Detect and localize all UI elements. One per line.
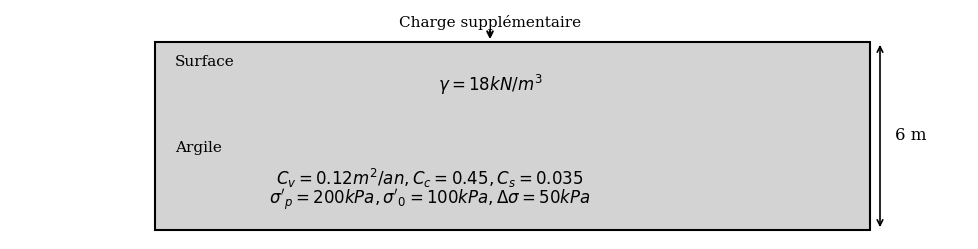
Bar — [155, 42, 869, 230]
Text: Argile: Argile — [175, 141, 222, 155]
Text: $C_v = 0.12m^2/an, C_c = 0.45, C_s = 0.035$: $C_v = 0.12m^2/an, C_c = 0.45, C_s = 0.0… — [276, 166, 583, 189]
Text: $\sigma'_p = 200kPa, \sigma'_0 = 100kPa, \Delta\sigma = 50kPa$: $\sigma'_p = 200kPa, \sigma'_0 = 100kPa,… — [269, 187, 590, 213]
Text: Surface: Surface — [175, 55, 235, 69]
Text: 6 m: 6 m — [894, 127, 925, 144]
Text: Charge supplémentaire: Charge supplémentaire — [398, 15, 581, 30]
Text: $\gamma = 18kN/m^3$: $\gamma = 18kN/m^3$ — [437, 73, 542, 97]
